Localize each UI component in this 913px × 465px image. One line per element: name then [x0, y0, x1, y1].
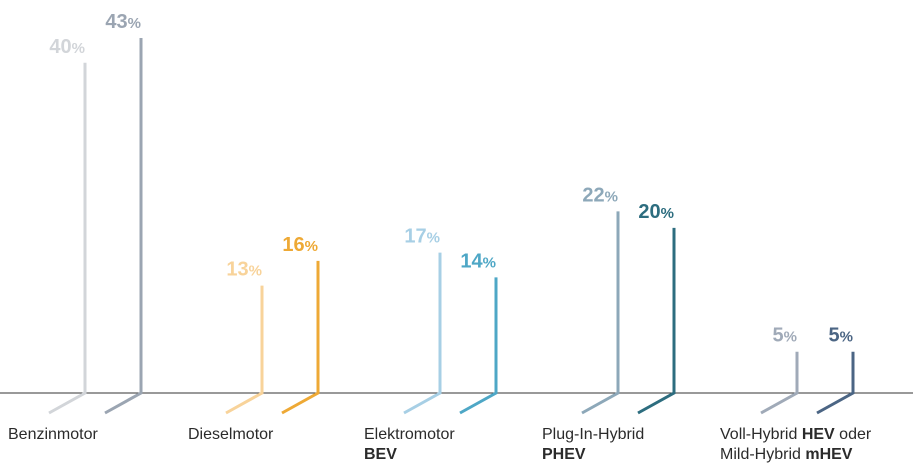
value-label-dieselmotor-series-1: 13% — [226, 259, 262, 281]
bar-plug-in-hybrid-phev-series-2 — [637, 227, 676, 415]
bar-dieselmotor-series-2 — [281, 260, 320, 415]
value-label-benzinmotor-series-1: 40% — [49, 36, 85, 58]
value-label-elektromotor-bev-series-2: 14% — [460, 250, 496, 272]
bar-voll-hybrid-hev-oder-mild-hybrid-mhev-series-1 — [760, 351, 799, 415]
category-label-benzinmotor: Benzinmotor — [8, 426, 98, 443]
value-label-plug-in-hybrid-phev-series-2: 20% — [638, 201, 674, 223]
bar-dieselmotor-series-1 — [225, 285, 264, 415]
category-label-hybrid: Voll-Hybrid HEV oder Mild-Hybrid mHEV — [720, 426, 872, 463]
bar-benzinmotor-series-2 — [104, 38, 143, 415]
category-label-plug-in-hybrid: Plug-In-Hybrid PHEV — [542, 426, 645, 463]
bar-elektromotor-bev-series-1 — [403, 252, 442, 415]
bar-voll-hybrid-hev-oder-mild-hybrid-mhev-series-2 — [816, 351, 855, 415]
value-label-benzinmotor-series-2: 43% — [105, 11, 141, 33]
value-label-voll-hybrid-hev-oder-mild-hybrid-mhev-series-1: 5% — [773, 325, 797, 347]
value-label-elektromotor-bev-series-1: 17% — [404, 226, 440, 248]
value-label-plug-in-hybrid-phev-series-1: 22% — [582, 184, 618, 206]
category-label-elektromotor: Elektromotor BEV — [364, 426, 455, 463]
value-label-voll-hybrid-hev-oder-mild-hybrid-mhev-series-2: 5% — [829, 325, 853, 347]
bar-elektromotor-bev-series-2 — [459, 277, 498, 415]
bar-plug-in-hybrid-phev-series-1 — [581, 211, 620, 415]
bar-benzinmotor-series-1 — [48, 62, 87, 415]
value-label-dieselmotor-series-2: 16% — [282, 234, 318, 256]
category-label-dieselmotor: Dieselmotor — [188, 426, 274, 443]
